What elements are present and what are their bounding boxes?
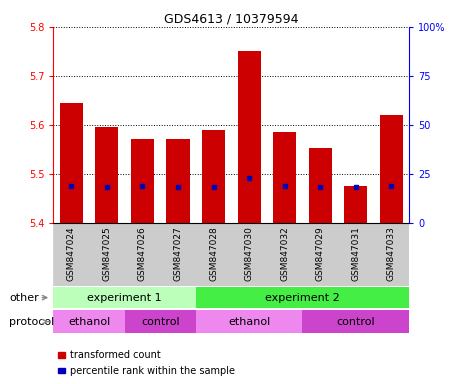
Text: experiment 2: experiment 2 bbox=[265, 293, 340, 303]
Text: other: other bbox=[9, 293, 39, 303]
Bar bbox=[303, 310, 409, 333]
Bar bbox=[196, 310, 303, 333]
Text: GSM847027: GSM847027 bbox=[173, 226, 182, 281]
Bar bbox=[309, 148, 332, 223]
Bar bbox=[131, 139, 154, 223]
Bar bbox=[380, 115, 403, 223]
Text: percentile rank within the sample: percentile rank within the sample bbox=[70, 366, 235, 376]
Text: GSM847031: GSM847031 bbox=[352, 226, 360, 281]
Bar bbox=[125, 223, 160, 286]
Bar bbox=[60, 103, 83, 223]
Bar bbox=[89, 223, 125, 286]
Text: GSM847028: GSM847028 bbox=[209, 226, 218, 281]
Text: control: control bbox=[337, 316, 375, 327]
Text: GSM847030: GSM847030 bbox=[245, 226, 253, 281]
Text: control: control bbox=[141, 316, 179, 327]
Text: GSM847025: GSM847025 bbox=[102, 226, 111, 281]
Text: ethanol: ethanol bbox=[228, 316, 270, 327]
Bar bbox=[196, 223, 232, 286]
Bar bbox=[202, 130, 225, 223]
Text: GSM847033: GSM847033 bbox=[387, 226, 396, 281]
Bar bbox=[273, 132, 296, 223]
Text: protocol: protocol bbox=[9, 316, 54, 327]
Bar bbox=[166, 139, 190, 223]
Bar bbox=[338, 223, 374, 286]
Bar bbox=[196, 287, 409, 308]
Text: ethanol: ethanol bbox=[68, 316, 110, 327]
Text: GSM847026: GSM847026 bbox=[138, 226, 147, 281]
Bar bbox=[95, 127, 119, 223]
Bar bbox=[238, 51, 261, 223]
Bar bbox=[58, 353, 65, 358]
Bar bbox=[58, 368, 65, 373]
Bar bbox=[344, 185, 367, 223]
Text: experiment 1: experiment 1 bbox=[87, 293, 162, 303]
Bar bbox=[53, 310, 125, 333]
Bar bbox=[53, 223, 89, 286]
Bar bbox=[267, 223, 303, 286]
Bar bbox=[53, 287, 196, 308]
Bar bbox=[160, 223, 196, 286]
Text: GSM847029: GSM847029 bbox=[316, 226, 325, 281]
Text: transformed count: transformed count bbox=[70, 350, 160, 360]
Bar bbox=[125, 310, 196, 333]
Bar bbox=[374, 223, 409, 286]
Bar bbox=[303, 223, 338, 286]
Text: GSM847032: GSM847032 bbox=[280, 226, 289, 281]
Title: GDS4613 / 10379594: GDS4613 / 10379594 bbox=[164, 13, 299, 26]
Bar bbox=[232, 223, 267, 286]
Text: GSM847024: GSM847024 bbox=[67, 226, 76, 281]
